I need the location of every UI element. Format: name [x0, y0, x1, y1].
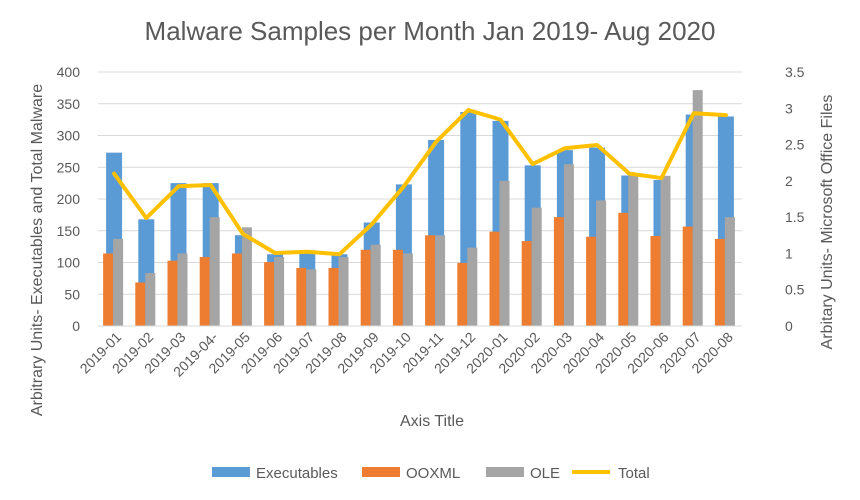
legend-label: Executables	[256, 465, 338, 482]
bar-ooxml	[360, 249, 371, 326]
line-total	[112, 108, 728, 257]
bar-ole	[113, 238, 124, 326]
bar-ooxml	[264, 262, 275, 326]
bar-ooxml	[135, 282, 146, 326]
bar-ole	[306, 269, 317, 326]
bar-ole	[435, 235, 446, 326]
right-tick-label: 0.5	[785, 282, 805, 298]
bar-ooxml	[714, 238, 725, 326]
bar-ole	[370, 244, 381, 326]
bar-ooxml	[167, 260, 178, 326]
bar-ooxml	[553, 217, 564, 326]
bar-ole	[241, 227, 252, 326]
bar-ole	[628, 175, 639, 326]
right-tick-label: 3.5	[785, 64, 805, 80]
left-tick-label: 100	[57, 255, 81, 271]
gridlines	[98, 71, 742, 295]
legend-swatch	[486, 467, 524, 477]
bar-ooxml	[328, 267, 339, 326]
right-tick-label: 3	[785, 100, 793, 116]
legend-swatch	[212, 467, 250, 477]
left-tick-label: 250	[57, 159, 81, 175]
bar-ooxml	[296, 267, 307, 326]
bar-ooxml	[457, 262, 468, 326]
bar-ooxml	[586, 236, 597, 326]
left-axis-ticks: 0 50 100 150 200 250 300 350 400	[57, 64, 81, 334]
bar-ooxml	[103, 253, 114, 326]
right-axis-ticks: 0 0.5 1 1.5 2 2.5 3 3.5	[785, 64, 805, 334]
bar-ole	[145, 273, 156, 326]
bar-ole	[692, 90, 703, 327]
bar-ole	[177, 253, 188, 326]
bar-ooxml	[682, 226, 693, 326]
right-tick-label: 1	[785, 245, 793, 261]
left-tick-label: 350	[57, 96, 81, 112]
legend-label: OLE	[530, 465, 560, 482]
bar-ole	[531, 207, 542, 326]
left-axis-title: Arbitrary Units- Executables and Total M…	[29, 84, 46, 416]
bar-ooxml	[521, 241, 532, 326]
left-tick-label: 400	[57, 64, 81, 80]
left-tick-label: 150	[57, 223, 81, 239]
legend: Executables OOXML OLE Total	[212, 465, 650, 482]
legend-label: Total	[618, 465, 650, 482]
bar-ooxml	[425, 235, 436, 326]
x-axis-title: Axis Title	[400, 413, 464, 430]
bar-ooxml	[199, 257, 210, 326]
left-tick-label: 0	[72, 318, 80, 334]
bar-ole	[402, 253, 413, 326]
chart-title: Malware Samples per Month Jan 2019- Aug …	[145, 16, 716, 46]
bar-ole	[338, 257, 349, 326]
bar-ooxml	[231, 253, 242, 326]
bar-ooxml	[392, 249, 403, 326]
bar-ole	[660, 175, 671, 326]
bar-ole	[499, 180, 510, 326]
right-tick-label: 2	[785, 173, 793, 189]
bars	[103, 90, 735, 327]
bar-ole	[563, 164, 574, 326]
legend-swatch	[362, 467, 400, 477]
bar-ooxml	[489, 231, 500, 326]
right-tick-label: 0	[785, 318, 793, 334]
total-line-group	[112, 108, 728, 257]
x-axis-ticks: 2019-012019-022019-032019-04-2019-052019…	[77, 329, 737, 380]
legend-label: OOXML	[406, 465, 460, 482]
right-tick-label: 2.5	[785, 137, 805, 153]
left-tick-label: 50	[64, 286, 80, 302]
left-tick-label: 300	[57, 128, 81, 144]
bar-ooxml	[650, 236, 661, 326]
bar-ole	[467, 247, 478, 326]
bar-ole	[209, 217, 220, 326]
right-axis-title: Arbitary Units- Microsoft Office Files	[819, 95, 836, 350]
bar-ole	[724, 217, 735, 326]
bar-ooxml	[618, 212, 629, 326]
right-tick-label: 1.5	[785, 209, 805, 225]
bar-ole	[274, 257, 285, 326]
bar-ole	[596, 200, 607, 326]
left-tick-label: 200	[57, 191, 81, 207]
